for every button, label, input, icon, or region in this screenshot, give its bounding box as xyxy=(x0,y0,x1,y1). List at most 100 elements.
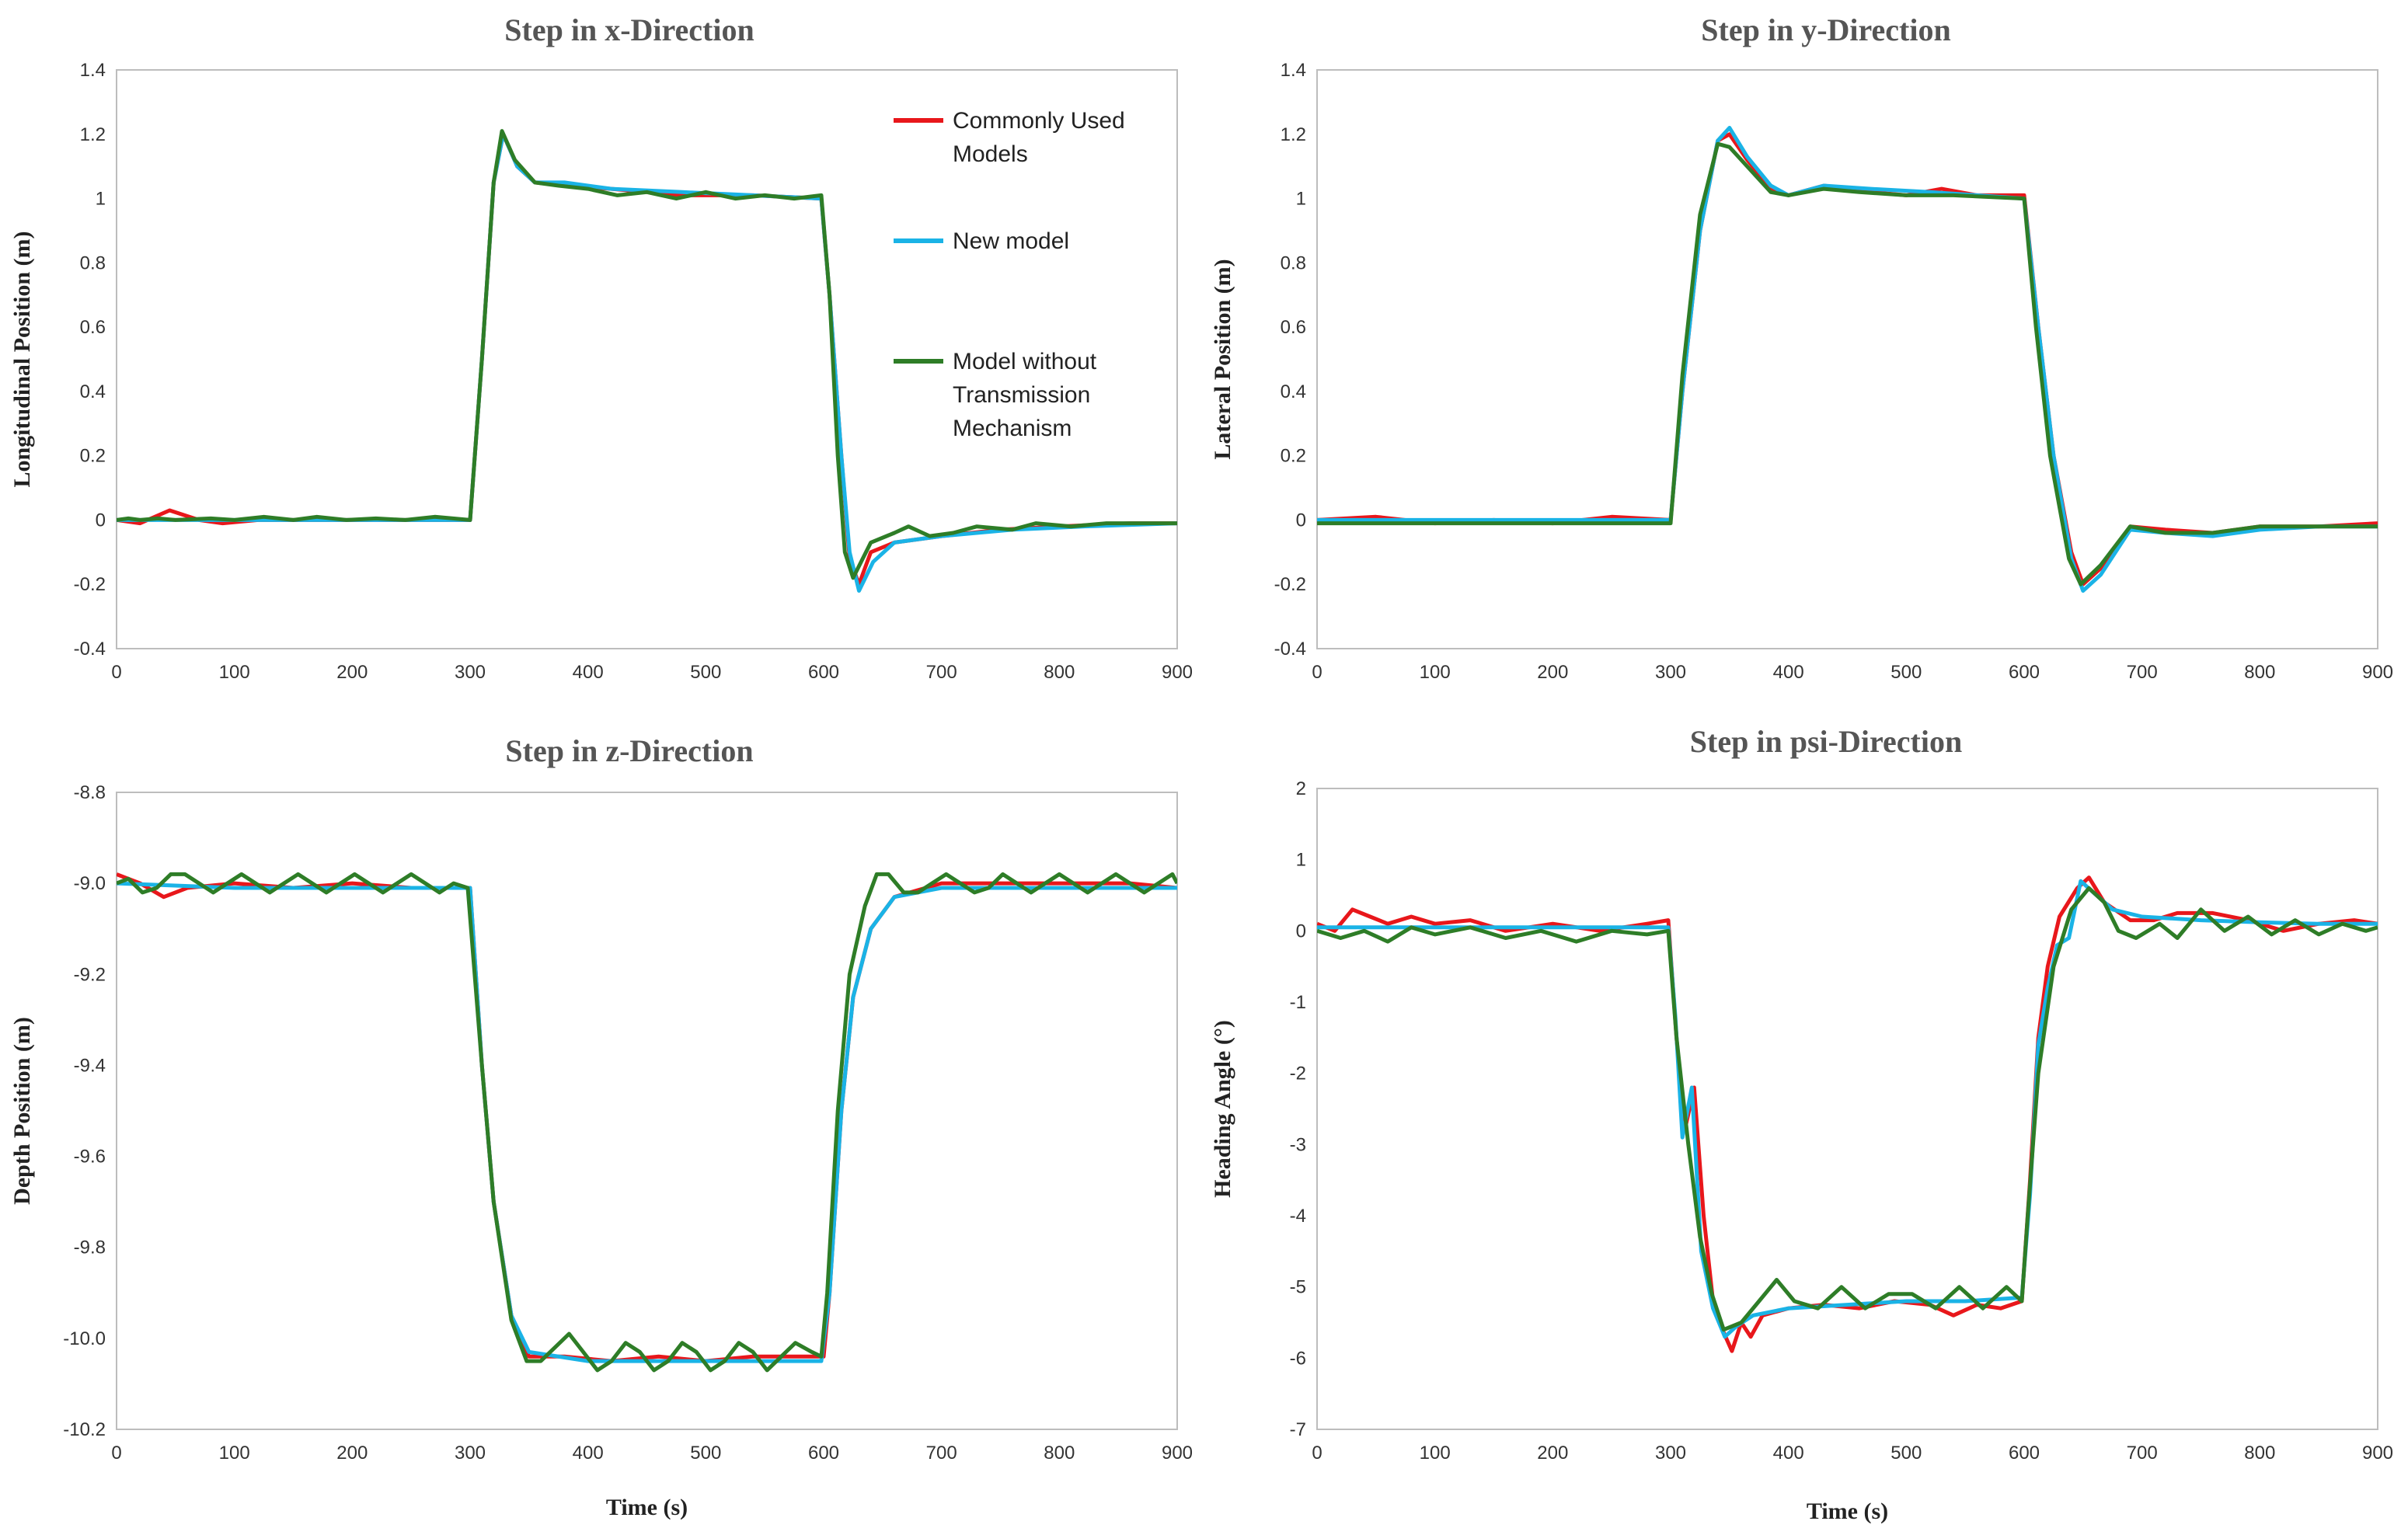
y-tick-label: -1 xyxy=(1290,992,1306,1013)
y-tick-label: -9.6 xyxy=(74,1147,106,1168)
chart-title: Step in z-Direction xyxy=(505,733,753,768)
x-tick-label: 200 xyxy=(336,1443,368,1464)
x-tick-label: 300 xyxy=(1655,1443,1686,1464)
x-tick-label: 200 xyxy=(1537,662,1568,683)
chart-y-direction: Step in y-Direction -0.4 -0.2 0 0.2 0.4 0.6 0.8… xyxy=(1210,12,2393,683)
y-tick-label: 1 xyxy=(1296,850,1306,871)
y-tick-label: 0.4 xyxy=(80,381,106,402)
x-tick-label: 500 xyxy=(1891,662,1922,683)
chart-x-direction: Step in x-Direction -0.4 -0.2 0 0.2 0.4 0.6 0.8… xyxy=(9,12,1193,683)
x-tick-label: 700 xyxy=(2127,1443,2158,1464)
y-tick-label: -8.8 xyxy=(74,782,106,803)
x-tick-label: 0 xyxy=(1312,662,1322,683)
x-tick-label: 0 xyxy=(111,662,121,683)
y-tick-label: 0 xyxy=(1296,921,1306,942)
y-tick-label: 2 xyxy=(1296,778,1306,799)
y-tick-label: -0.4 xyxy=(74,639,106,660)
series-line-commonly-used-models xyxy=(1317,132,2378,587)
plot-frame xyxy=(116,69,1178,649)
y-tick-label: 1.4 xyxy=(80,60,106,81)
x-tick-label: 600 xyxy=(2009,1443,2040,1464)
y-tick-label: -9.2 xyxy=(74,964,106,985)
x-tick-label: 900 xyxy=(2362,662,2393,683)
series-line-new-model xyxy=(1317,879,2378,1339)
y-tick-label: -4 xyxy=(1290,1206,1306,1227)
y-tick-label: 1 xyxy=(96,189,106,210)
y-tick-label: -0.4 xyxy=(1274,639,1306,660)
y-tick-label: 0.4 xyxy=(1281,381,1306,402)
chart-z-direction: Step in z-Direction -10.2 -10.0 -9.8 -9.6 -9.… xyxy=(9,733,1193,1520)
y-tick-label: 1.4 xyxy=(1281,60,1306,81)
x-tick-label: 300 xyxy=(1655,662,1686,683)
y-tick-label: 0.8 xyxy=(80,252,106,273)
x-tick-label: 400 xyxy=(1773,662,1804,683)
y-tick-label: 0.6 xyxy=(80,317,106,338)
x-tick-label: 600 xyxy=(808,662,839,683)
x-tick-label: 800 xyxy=(1044,662,1075,683)
x-tick-label: 100 xyxy=(219,662,250,683)
x-tick-label: 700 xyxy=(926,1443,957,1464)
y-tick-label: -10.0 xyxy=(63,1328,106,1349)
y-tick-label: 0.2 xyxy=(1281,446,1306,467)
x-tick-label: 600 xyxy=(808,1443,839,1464)
series-line-model-without-transmission-mechanism xyxy=(1317,141,2378,587)
series-line-model-without-transmission-mechanism xyxy=(117,872,1177,1373)
x-tick-label: 500 xyxy=(1891,1443,1922,1464)
y-axis-label: Heading Angle (°) xyxy=(1210,1020,1235,1198)
y-tick-label: -0.2 xyxy=(74,574,106,595)
series-line-commonly-used-models xyxy=(1317,875,2378,1353)
y-tick-label: 0.6 xyxy=(1281,317,1306,338)
x-tick-label: 100 xyxy=(1420,662,1451,683)
series-line-commonly-used-models xyxy=(117,872,1177,1363)
y-tick-label: -9.8 xyxy=(74,1237,106,1258)
x-tick-label: 200 xyxy=(1537,1443,1568,1464)
x-tick-label: 300 xyxy=(455,662,486,683)
chart-title: Step in psi-Direction xyxy=(1690,724,1962,759)
y-tick-label: 0 xyxy=(1296,510,1306,531)
x-tick-label: 400 xyxy=(573,1443,604,1464)
legend-label: Model without xyxy=(953,349,1097,374)
x-tick-label: 500 xyxy=(690,662,721,683)
legend-label: Transmission xyxy=(953,382,1090,408)
x-tick-label: 200 xyxy=(336,662,368,683)
y-tick-label: 1.2 xyxy=(80,124,106,145)
x-axis-label: Time (s) xyxy=(606,1495,688,1520)
legend-label: Commonly Used xyxy=(953,108,1125,134)
x-axis-label: Time (s) xyxy=(1807,1498,1888,1524)
x-tick-label: 900 xyxy=(1162,1443,1193,1464)
x-tick-label: 100 xyxy=(219,1443,250,1464)
plot-frame xyxy=(116,792,1178,1430)
x-tick-label: 400 xyxy=(1773,1443,1804,1464)
chart-title: Step in y-Direction xyxy=(1701,12,1950,47)
y-tick-label: -6 xyxy=(1290,1348,1306,1369)
x-tick-label: 300 xyxy=(455,1443,486,1464)
y-tick-label: -9.0 xyxy=(74,873,106,894)
y-tick-label: 1 xyxy=(1296,189,1306,210)
x-tick-label: 100 xyxy=(1420,1443,1451,1464)
legend-label: Mechanism xyxy=(953,416,1072,441)
y-tick-label: -5 xyxy=(1290,1277,1306,1298)
y-tick-label: 0.2 xyxy=(80,446,106,467)
series-line-model-without-transmission-mechanism xyxy=(117,129,1177,580)
legend: Commonly Used Models New model Model withou… xyxy=(894,108,1125,441)
x-tick-label: 800 xyxy=(2244,1443,2275,1464)
y-tick-label: -10.2 xyxy=(63,1419,106,1440)
series-line-new-model xyxy=(117,881,1177,1363)
x-tick-label: 900 xyxy=(1162,662,1193,683)
y-tick-label: -0.2 xyxy=(1274,574,1306,595)
y-tick-label: -3 xyxy=(1290,1134,1306,1155)
plot-frame xyxy=(1316,788,2378,1430)
x-tick-label: 900 xyxy=(2362,1443,2393,1464)
chart-psi-direction: Step in psi-Direction -7 -6 -5 -4 -3 -2 -1 0 1 2 0 1… xyxy=(1210,724,2393,1524)
x-tick-label: 0 xyxy=(1312,1443,1322,1464)
x-tick-label: 500 xyxy=(690,1443,721,1464)
x-tick-label: 400 xyxy=(573,662,604,683)
chart-title: Step in x-Direction xyxy=(504,12,754,47)
x-tick-label: 0 xyxy=(111,1443,121,1464)
x-tick-label: 700 xyxy=(926,662,957,683)
y-axis-label: Depth Position (m) xyxy=(9,1017,35,1205)
y-tick-label: -2 xyxy=(1290,1063,1306,1084)
y-axis-label: Lateral Position (m) xyxy=(1210,259,1235,459)
y-tick-label: -9.4 xyxy=(74,1055,106,1076)
